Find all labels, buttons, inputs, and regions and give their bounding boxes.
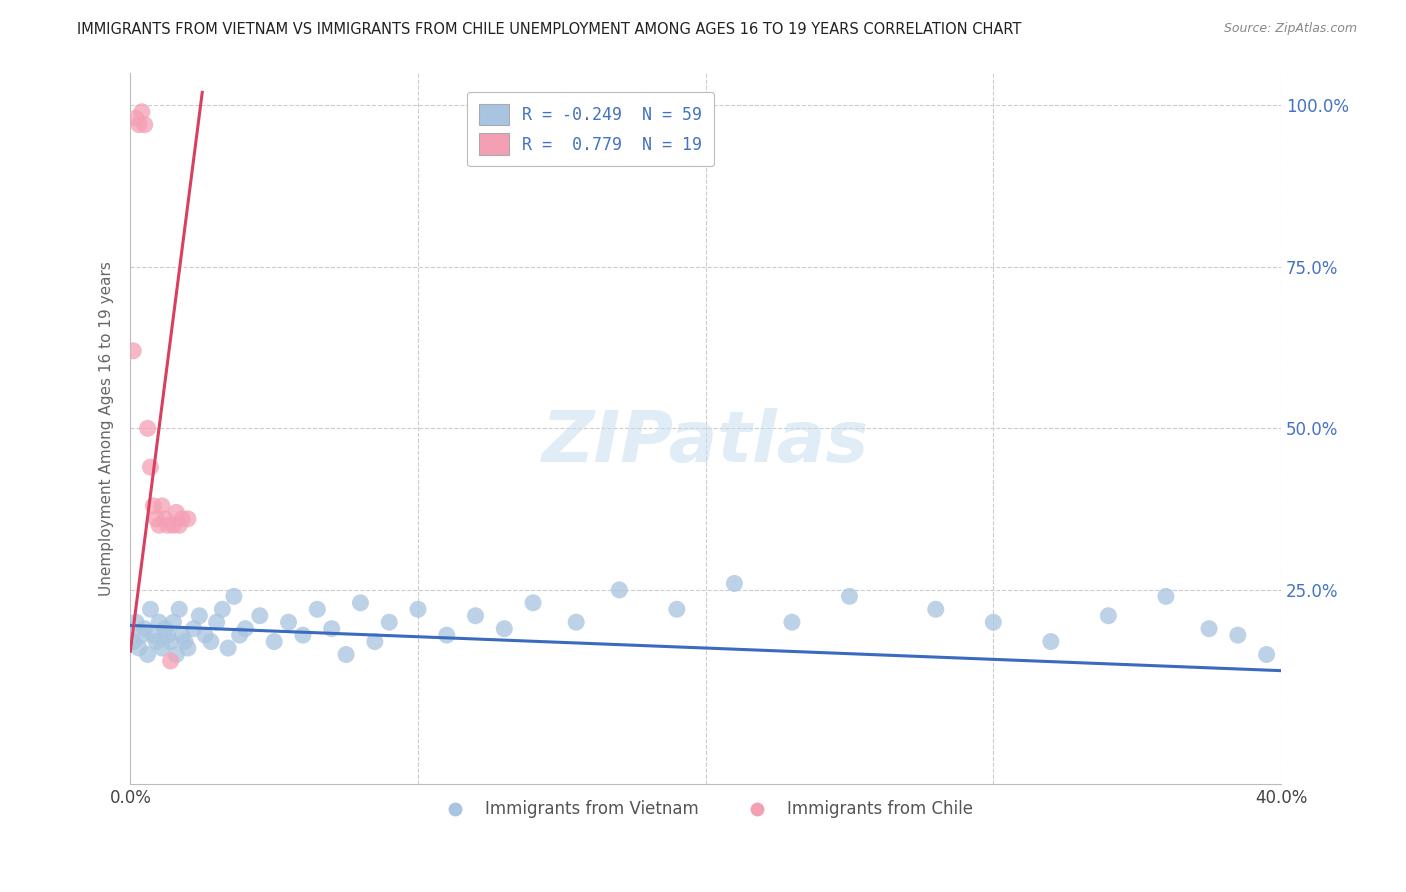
Text: Source: ZipAtlas.com: Source: ZipAtlas.com [1223, 22, 1357, 36]
Point [565, 615, 588, 630]
Point [165, 505, 187, 519]
Point [150, 499, 173, 513]
Point [165, 648, 187, 662]
Point [174, 634, 197, 648]
Point [277, 615, 299, 630]
Point [1226, 628, 1249, 642]
Point [134, 118, 156, 132]
Point [838, 590, 860, 604]
Y-axis label: Unemployment Among Ages 16 to 19 years: Unemployment Among Ages 16 to 19 years [100, 261, 114, 596]
Point [188, 608, 211, 623]
Point [139, 460, 162, 475]
Point [1256, 648, 1278, 662]
Point [436, 628, 458, 642]
Point [142, 499, 165, 513]
Point [177, 641, 200, 656]
Point [131, 628, 153, 642]
Point [134, 622, 156, 636]
Point [172, 512, 194, 526]
Point [131, 104, 153, 119]
Point [364, 634, 387, 648]
Point [925, 602, 948, 616]
Point [177, 512, 200, 526]
Point [1154, 590, 1177, 604]
Point [235, 622, 257, 636]
Point [522, 596, 544, 610]
Point [307, 602, 329, 616]
Point [148, 518, 170, 533]
Point [125, 112, 148, 126]
Point [128, 641, 150, 656]
Point [1039, 634, 1062, 648]
Point [211, 602, 233, 616]
Text: IMMIGRANTS FROM VIETNAM VS IMMIGRANTS FROM CHILE UNEMPLOYMENT AMONG AGES 16 TO 1: IMMIGRANTS FROM VIETNAM VS IMMIGRANTS FR… [77, 22, 1022, 37]
Point [136, 648, 159, 662]
Point [145, 634, 167, 648]
Point [291, 628, 314, 642]
Point [1097, 608, 1119, 623]
Point [205, 615, 228, 630]
Point [156, 628, 179, 642]
Point [159, 654, 181, 668]
Point [222, 590, 245, 604]
Point [153, 622, 176, 636]
Text: ZIPatlas: ZIPatlas [541, 408, 869, 477]
Point [1198, 622, 1220, 636]
Point [162, 518, 184, 533]
Point [335, 648, 357, 662]
Point [321, 622, 343, 636]
Point [228, 628, 250, 642]
Point [142, 628, 165, 642]
Point [378, 615, 401, 630]
Point [159, 634, 181, 648]
Point [156, 518, 179, 533]
Point [406, 602, 429, 616]
Point [167, 518, 190, 533]
Point [349, 596, 371, 610]
Point [981, 615, 1004, 630]
Point [780, 615, 803, 630]
Point [122, 634, 145, 648]
Point [148, 615, 170, 630]
Point [162, 615, 184, 630]
Point [139, 602, 162, 616]
Point [723, 576, 745, 591]
Point [136, 421, 159, 435]
Point [172, 628, 194, 642]
Point [609, 582, 631, 597]
Point [128, 118, 150, 132]
Point [665, 602, 688, 616]
Point [122, 343, 145, 358]
Point [167, 602, 190, 616]
Point [150, 641, 173, 656]
Point [183, 622, 205, 636]
Legend: Immigrants from Vietnam, Immigrants from Chile: Immigrants from Vietnam, Immigrants from… [432, 794, 980, 825]
Point [194, 628, 217, 642]
Point [200, 634, 222, 648]
Point [249, 608, 271, 623]
Point [263, 634, 285, 648]
Point [125, 615, 148, 630]
Point [464, 608, 486, 623]
Point [494, 622, 516, 636]
Point [153, 512, 176, 526]
Point [145, 512, 167, 526]
Point [217, 641, 239, 656]
